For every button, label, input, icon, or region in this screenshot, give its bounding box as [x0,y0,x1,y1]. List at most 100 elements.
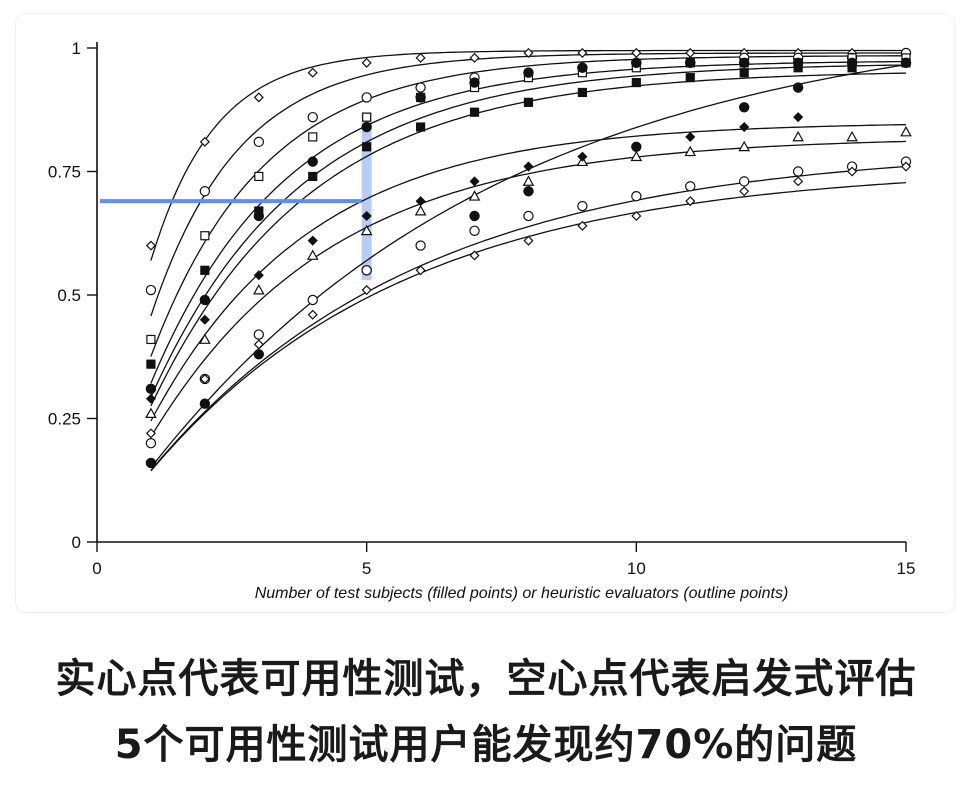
data-point [631,77,641,88]
data-point [846,57,858,69]
data-point [145,438,157,449]
data-point [146,334,156,345]
data-point [522,175,535,186]
y-tick-label: 1 [72,39,81,58]
data-point [577,151,588,162]
y-tick-label: 0 [72,533,81,552]
data-point [145,240,156,251]
data-point [469,52,480,63]
data-point [631,210,642,222]
data-point [792,130,804,142]
data-point [361,92,372,103]
caption-line-2: 5个可用性测试用户能发现约70%的问题 [114,722,858,768]
data-point [469,250,480,261]
data-point [523,97,534,107]
data-point [684,145,697,157]
data-point [253,270,264,281]
data-point [415,52,426,63]
data-point [199,186,211,197]
data-point [523,186,534,197]
data-point [307,294,318,306]
data-point [685,131,696,142]
data-point [199,333,211,344]
data-point [415,240,426,251]
data-point [685,73,695,83]
data-point [469,107,480,117]
data-point [469,225,480,236]
fit-curve [150,60,907,384]
data-point [469,77,480,88]
data-point [523,67,534,78]
data-point [361,265,372,276]
data-point [361,57,372,68]
data-point [362,142,372,152]
data-point [739,57,750,69]
x-tick-label: 10 [627,559,646,578]
data-point [631,190,642,202]
data-point [415,82,426,93]
x-tick-label: 0 [92,559,101,578]
data-point [738,140,751,152]
data-point [685,181,696,192]
fit-curve [150,124,906,422]
x-tick-label: 5 [362,559,371,578]
x-axis-label: Number of test subjects (filled points) … [255,585,789,602]
data-point [739,186,750,197]
data-point [253,329,264,340]
data-point [793,112,804,123]
data-point [254,171,264,182]
data-point [414,204,427,216]
fit-curve [150,64,907,398]
highlight-band [361,112,372,281]
data-point [900,125,912,137]
data-point [145,407,157,418]
data-point [523,161,534,172]
y-tick-label: 0.75 [48,163,81,182]
data-point [253,136,264,148]
data-point [145,393,156,404]
fit-curve [150,55,906,357]
x-tick-label: 15 [897,559,916,578]
data-point [252,284,265,295]
data-point [792,57,804,69]
data-point [145,457,157,469]
data-point [253,349,264,360]
fit-curve [150,165,907,471]
data-point [199,136,210,147]
data-point [631,57,642,69]
data-point [523,235,534,246]
caption-line-1: 实心点代表可用性测试，空心点代表启发式评估 [55,656,917,702]
data-point [900,57,912,69]
data-point [200,265,210,275]
data-point [360,224,373,236]
data-point [362,112,372,122]
data-point [199,398,211,409]
data-point [739,68,749,78]
data-point [200,231,210,241]
data-point [631,141,642,152]
data-point [361,121,372,133]
data-point [145,383,157,395]
y-tick-label: 0.5 [57,286,81,305]
data-point [847,166,858,177]
fit-curve [150,140,907,438]
data-point [253,92,264,103]
fit-curve [150,181,907,472]
data-point [685,57,696,69]
data-point [307,156,318,167]
data-point [307,111,318,123]
data-point [199,314,210,325]
data-point [146,359,156,369]
data-point [577,47,588,58]
data-point [792,82,804,93]
data-point [469,176,480,187]
data-point [145,284,157,296]
data-point [577,220,588,231]
data-point [577,62,588,73]
data-point [793,176,804,187]
chart-card: 0 0.25 0.5 0.75 1 0 5 10 15 Number of test subjec… [16,14,954,612]
data-point [199,373,210,385]
data-point [307,309,318,320]
data-point [361,285,372,296]
